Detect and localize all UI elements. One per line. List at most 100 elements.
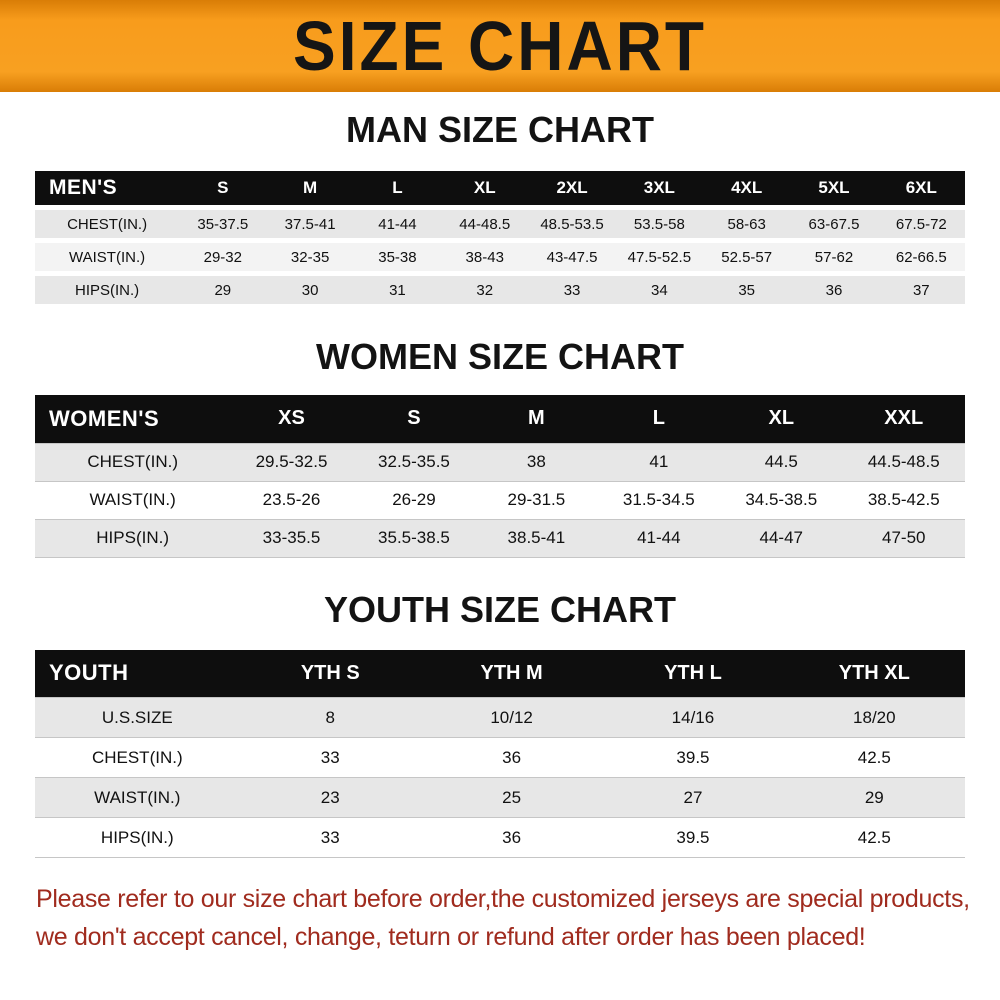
- size-value: 53.5-58: [615, 210, 704, 238]
- table-row: HIPS(IN.) 33-35.5 35.5-38.5 38.5-41 41-44 44-…: [35, 518, 965, 558]
- size-value: 67.5-72: [877, 210, 965, 238]
- size-value: 41: [597, 442, 721, 481]
- size-value: 44-48.5: [441, 210, 529, 238]
- size-value: 37.5-41: [266, 210, 354, 238]
- row-label: WAIST(IN.): [35, 243, 180, 271]
- size-value: 26-29: [352, 480, 476, 519]
- size-value: 35-37.5: [179, 210, 267, 238]
- row-label: CHEST(IN.): [35, 210, 180, 238]
- table-row: WAIST(IN.) 23.5-26 26-29 29-31.5 31.5-34.5 34…: [35, 480, 965, 519]
- column-header: 5XL: [790, 171, 878, 205]
- size-value: 62-66.5: [877, 243, 965, 271]
- size-value: 43-47.5: [528, 243, 616, 271]
- size-value: 31.5-34.5: [597, 480, 721, 519]
- column-header: XXL: [842, 395, 965, 443]
- size-value: 35.5-38.5: [352, 518, 476, 558]
- size-value: 44.5-48.5: [842, 442, 965, 481]
- size-value: 14/16: [602, 697, 784, 738]
- youth-section-heading: YOUTH SIZE CHART: [323, 588, 676, 630]
- size-value: 33-35.5: [230, 518, 353, 558]
- size-value: 52.5-57: [703, 243, 791, 271]
- row-label: U.S.SIZE: [35, 697, 240, 738]
- table-row: U.S.SIZE 8 10/12 14/16 18/20: [35, 697, 965, 738]
- women-size-table: WOMEN'S XS S M L XL XXL CHEST(IN.) 29.5-32.5 32.5…: [35, 395, 965, 558]
- size-value: 42.5: [783, 737, 965, 778]
- size-value: 18/20: [783, 697, 965, 738]
- table-title-cell: MEN'S: [35, 171, 180, 205]
- column-header: S: [179, 171, 267, 205]
- size-value: 29-31.5: [475, 480, 598, 519]
- men-size-table: MEN'S S M L XL 2XL 3XL 4XL 5XL 6XL CHEST(IN.) 35-37…: [35, 166, 965, 309]
- size-value: 23.5-26: [230, 480, 353, 519]
- size-value: 48.5-53.5: [528, 210, 616, 238]
- size-value: 29: [179, 276, 267, 304]
- size-value: 34: [615, 276, 704, 304]
- column-header: XL: [720, 395, 843, 443]
- men-size-section: MAN SIZE CHART MEN'S S M L XL 2XL 3XL 4XL 5XL 6XL…: [0, 108, 1000, 309]
- size-value: 25: [420, 777, 603, 818]
- size-value: 38.5-42.5: [842, 480, 965, 519]
- size-value: 35-38: [353, 243, 442, 271]
- column-header: L: [597, 395, 721, 443]
- column-header: YTH XL: [783, 649, 965, 698]
- column-header: 3XL: [615, 171, 704, 205]
- table-row: CHEST(IN.) 29.5-32.5 32.5-35.5 38 41 44.5 44.5…: [35, 442, 965, 481]
- column-header: 4XL: [703, 171, 791, 205]
- size-value: 38: [475, 442, 598, 481]
- column-header: M: [475, 395, 598, 443]
- size-value: 8: [239, 697, 421, 738]
- column-header: M: [266, 171, 354, 205]
- footer-note-line2: we don't accept cancel, change, teturn o…: [36, 923, 866, 951]
- women-section-heading: WOMEN SIZE CHART: [316, 336, 684, 377]
- row-label: HIPS(IN.): [35, 518, 231, 558]
- size-value: 38-43: [441, 243, 529, 271]
- size-value: 29-32: [179, 243, 267, 271]
- table-header-row: YOUTH YTH S YTH M YTH L YTH XL: [35, 649, 965, 698]
- size-value: 36: [790, 276, 878, 304]
- size-value: 47.5-52.5: [615, 243, 704, 271]
- column-header: L: [353, 171, 442, 205]
- size-value: 32.5-35.5: [352, 442, 476, 481]
- table-row: HIPS(IN.) 29 30 31 32 33 34 35 36 37: [35, 276, 965, 304]
- youth-size-section: YOUTH SIZE CHART YOUTH YTH S YTH M YTH L YTH…: [0, 588, 1000, 858]
- size-value: 10/12: [420, 697, 603, 738]
- column-header: S: [352, 395, 476, 443]
- size-chart-banner: SIZE CHART: [0, 0, 1000, 92]
- footer-note: Please refer to our size chart before or…: [36, 880, 1000, 956]
- size-value: 42.5: [783, 817, 965, 858]
- size-value: 29.5-32.5: [230, 442, 353, 481]
- row-label: HIPS(IN.): [35, 276, 180, 304]
- size-value: 31: [353, 276, 442, 304]
- row-label: WAIST(IN.): [35, 480, 231, 519]
- size-value: 23: [239, 777, 421, 818]
- column-header: YTH S: [239, 649, 421, 698]
- size-value: 32: [441, 276, 529, 304]
- footer-note-line1: Please refer to our size chart before or…: [36, 885, 970, 913]
- row-label: WAIST(IN.): [35, 777, 240, 818]
- size-value: 30: [266, 276, 354, 304]
- size-value: 63-67.5: [790, 210, 878, 238]
- size-value: 35: [703, 276, 791, 304]
- column-header: YTH L: [602, 649, 784, 698]
- row-label: CHEST(IN.): [35, 737, 240, 778]
- column-header: XL: [441, 171, 529, 205]
- size-value: 47-50: [842, 518, 965, 558]
- size-value: 36: [420, 817, 603, 858]
- youth-size-table: YOUTH YTH S YTH M YTH L YTH XL U.S.SIZE 8 10/12…: [35, 649, 965, 858]
- column-header: YTH M: [420, 649, 603, 698]
- size-value: 38.5-41: [475, 518, 598, 558]
- table-row: HIPS(IN.) 33 36 39.5 42.5: [35, 817, 965, 858]
- table-header-row: WOMEN'S XS S M L XL XXL: [35, 395, 965, 443]
- column-header: 6XL: [877, 171, 965, 205]
- table-row: CHEST(IN.) 35-37.5 37.5-41 41-44 44-48.5 48.5…: [35, 210, 965, 238]
- size-value: 36: [420, 737, 603, 778]
- banner-title: SIZE CHART: [293, 7, 707, 85]
- size-value: 27: [602, 777, 784, 818]
- table-row: WAIST(IN.) 23 25 27 29: [35, 777, 965, 818]
- row-label: HIPS(IN.): [35, 817, 240, 858]
- table-row: CHEST(IN.) 33 36 39.5 42.5: [35, 737, 965, 778]
- table-title-cell: YOUTH: [35, 649, 240, 698]
- men-section-heading: MAN SIZE CHART: [346, 109, 654, 150]
- size-value: 44.5: [720, 442, 843, 481]
- column-header: XS: [230, 395, 353, 443]
